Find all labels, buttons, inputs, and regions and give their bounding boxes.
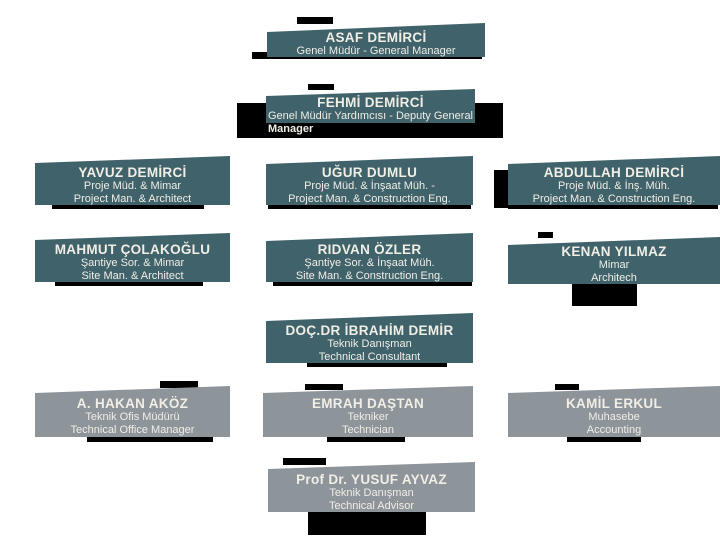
node-box	[266, 313, 473, 363]
shadow-artifact	[307, 360, 447, 367]
org-node-technical-consultant: DOÇ.DR İBRAHİM DEMİR Teknik Danışman Tec…	[266, 313, 473, 363]
person-title: Project Man. & Construction Eng.	[532, 193, 696, 205]
shadow-artifact	[555, 384, 579, 390]
shadow-artifact	[160, 381, 198, 388]
org-node-project-manager-architect: YAVUZ DEMİRCİ Proje Müd. & Mimar Project…	[35, 156, 230, 205]
shadow-artifact	[268, 202, 471, 209]
person-name: KENAN YILMAZ	[561, 244, 667, 259]
person-name: FEHMİ DEMİRCİ	[317, 95, 424, 110]
person-title: Teknik Danışman	[327, 338, 412, 350]
person-name: Prof Dr. YUSUF AYVAZ	[296, 472, 447, 487]
node-box	[35, 386, 230, 437]
shadow-artifact	[308, 509, 426, 535]
person-title: Architech	[591, 272, 637, 284]
shadow-artifact	[305, 384, 343, 390]
person-name: MAHMUT ÇOLAKOĞLU	[54, 242, 211, 257]
person-title: Teknik Ofis Müdürü	[85, 411, 180, 423]
node-box	[266, 233, 473, 282]
person-name: ABDULLAH DEMİRCİ	[543, 165, 685, 180]
org-node-technical-advisor: Prof Dr. YUSUF AYVAZ Teknik Danışman Tec…	[268, 462, 475, 512]
shadow-artifact	[508, 202, 718, 209]
person-name: DOÇ.DR İBRAHİM DEMİR	[285, 323, 454, 338]
org-node-deputy-general-manager: FEHMİ DEMİRCİ Genel Müdür Yardımcısı - D…	[266, 89, 475, 135]
shadow-artifact	[494, 170, 510, 208]
node-box	[508, 156, 720, 205]
person-name: UĞUR DUMLU	[321, 165, 418, 180]
person-name: EMRAH DAŞTAN	[311, 396, 425, 411]
person-title: Site Man. & Construction Eng.	[295, 270, 444, 282]
person-title: Site Man. & Architect	[81, 270, 184, 282]
node-box	[508, 386, 720, 437]
node-box	[35, 156, 230, 205]
node-box	[263, 386, 473, 437]
shadow-artifact	[567, 435, 641, 442]
org-node-site-manager-architect: MAHMUT ÇOLAKOĞLU Şantiye Sor. & Mimar Si…	[35, 233, 230, 282]
person-title: Teknik Danışman	[329, 487, 414, 499]
person-title: Mimar	[598, 259, 630, 271]
person-title: Accounting	[586, 424, 642, 436]
person-title-overflow: Manager	[268, 123, 314, 135]
org-node-project-manager-construction-2: ABDULLAH DEMİRCİ Proje Müd. & İnş. Müh. …	[508, 156, 720, 205]
org-node-general-manager: ASAF DEMİRCİ Genel Müdür - General Manag…	[267, 23, 485, 57]
org-node-technician: EMRAH DAŞTAN Tekniker Technician	[263, 386, 473, 437]
person-title: Şantiye Sor. & İnşaat Müh.	[304, 257, 435, 269]
person-title: Technician	[342, 424, 394, 436]
person-title: Genel Müdür Yardımcısı - Deputy General	[267, 110, 473, 122]
person-name: KAMİL ERKUL	[565, 396, 663, 411]
person-title: Proje Müd. & Mimar	[83, 180, 182, 192]
shadow-artifact	[87, 435, 213, 442]
person-title: Technical Office Manager	[70, 424, 195, 436]
person-title: Genel Müdür - General Manager	[296, 45, 456, 57]
shadow-artifact	[52, 202, 204, 209]
shadow-artifact	[572, 282, 637, 306]
person-name: RIDVAN ÖZLER	[317, 242, 422, 257]
shadow-artifact	[273, 279, 472, 286]
person-name: YAVUZ DEMİRCİ	[78, 165, 187, 180]
person-title: Technical Consultant	[318, 351, 421, 363]
org-node-technical-office-manager: A. HAKAN AKÖZ Teknik Ofis Müdürü Technic…	[35, 386, 230, 437]
org-node-accounting: KAMİL ERKUL Muhasebe Accounting	[508, 386, 720, 437]
person-title: Muhasebe	[588, 411, 640, 423]
person-title: Project Man. & Construction Eng.	[288, 193, 451, 205]
org-node-project-manager-construction: UĞUR DUMLU Proje Müd. & İnşaat Müh. - Pr…	[266, 156, 473, 205]
node-box	[35, 233, 230, 282]
person-title: Şantiye Sor. & Mimar	[80, 257, 185, 269]
org-node-site-manager-construction: RIDVAN ÖZLER Şantiye Sor. & İnşaat Müh. …	[266, 233, 473, 282]
node-box	[508, 237, 720, 284]
node-box	[268, 462, 475, 512]
person-name: A. HAKAN AKÖZ	[76, 396, 189, 411]
shadow-artifact	[538, 232, 553, 238]
node-box	[266, 156, 473, 205]
person-name: ASAF DEMİRCİ	[325, 30, 427, 45]
org-node-architect: KENAN YILMAZ Mimar Architech	[508, 237, 720, 284]
person-title: Tekniker	[347, 411, 389, 423]
person-title: Proje Müd. & İnşaat Müh. -	[304, 180, 435, 192]
person-title: Proje Müd. & İnş. Müh.	[558, 180, 670, 192]
shadow-artifact	[297, 17, 333, 24]
shadow-artifact	[283, 458, 326, 465]
person-title: Project Man. & Architect	[73, 193, 192, 205]
person-title: Technical Advisor	[329, 500, 414, 512]
shadow-artifact	[327, 435, 405, 442]
shadow-artifact	[55, 279, 203, 286]
shadow-artifact	[308, 84, 334, 90]
